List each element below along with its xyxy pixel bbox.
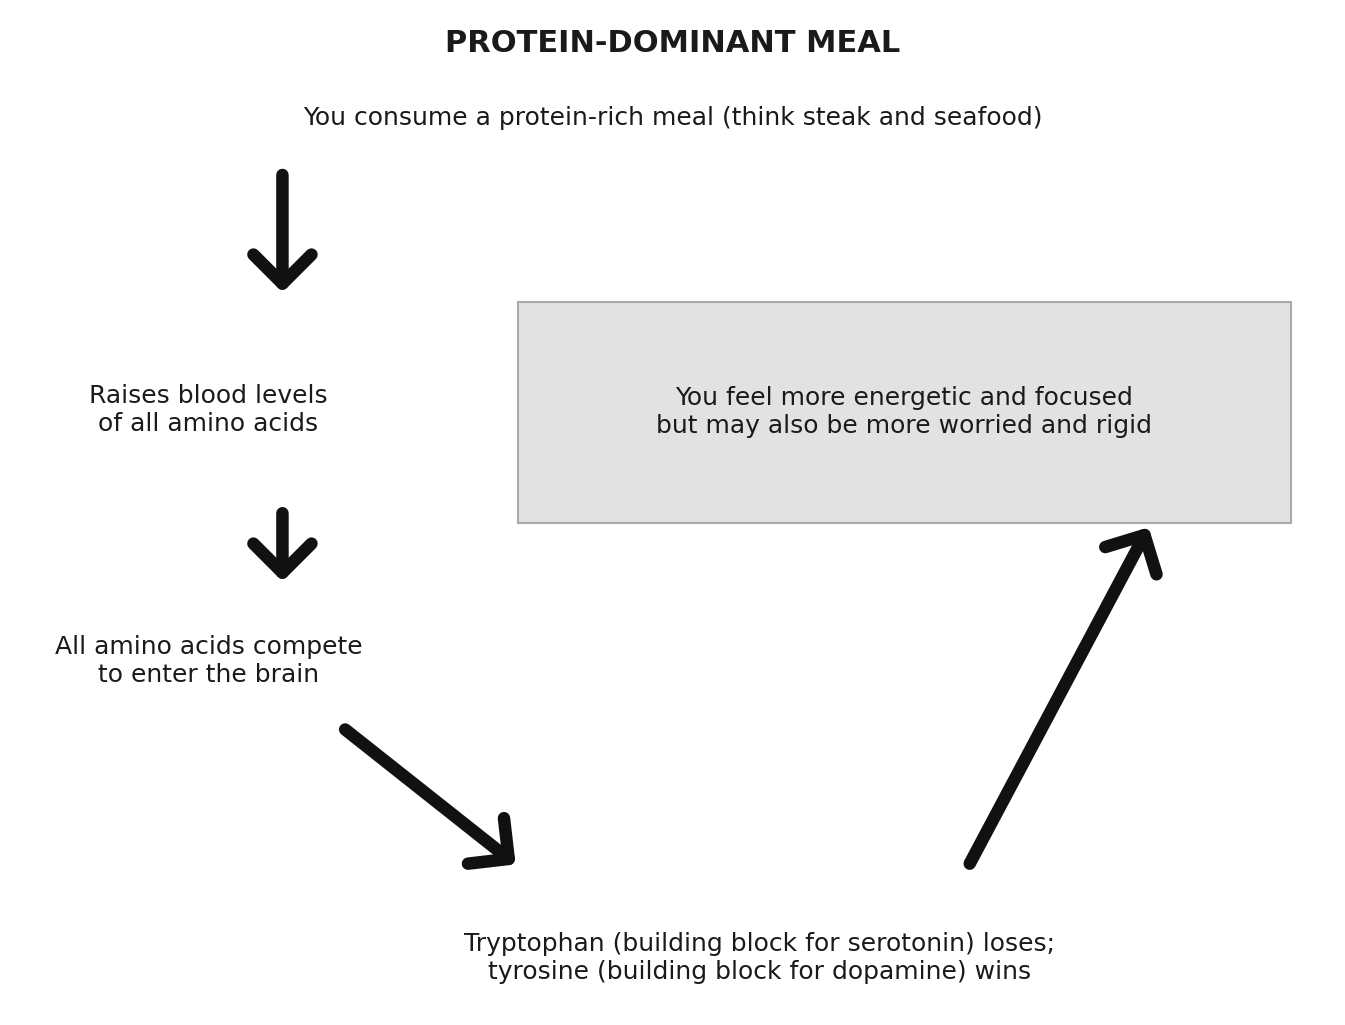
Text: You feel more energetic and focused
but may also be more worried and rigid: You feel more energetic and focused but … <box>656 386 1151 438</box>
Text: Raises blood levels
of all amino acids: Raises blood levels of all amino acids <box>89 384 328 436</box>
Text: Tryptophan (building block for serotonin) loses;
tyrosine (building block for do: Tryptophan (building block for serotonin… <box>464 933 1056 984</box>
Text: All amino acids compete
to enter the brain: All amino acids compete to enter the bra… <box>55 636 362 687</box>
Text: PROTEIN-DOMINANT MEAL: PROTEIN-DOMINANT MEAL <box>445 29 900 57</box>
Text: You consume a protein-rich meal (think steak and seafood): You consume a protein-rich meal (think s… <box>303 106 1042 130</box>
FancyBboxPatch shape <box>518 302 1291 523</box>
